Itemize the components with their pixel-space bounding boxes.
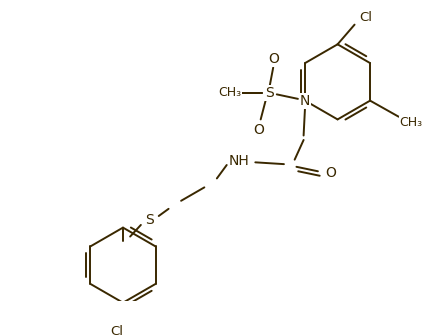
Text: CH₃: CH₃ <box>399 117 422 130</box>
Text: Cl: Cl <box>110 325 123 335</box>
Text: O: O <box>253 123 264 137</box>
Text: S: S <box>265 86 273 99</box>
Text: N: N <box>299 94 310 108</box>
Text: O: O <box>267 52 278 66</box>
Text: S: S <box>145 213 154 227</box>
Text: Cl: Cl <box>359 11 372 24</box>
Text: CH₃: CH₃ <box>217 86 240 99</box>
Text: S: S <box>224 86 232 99</box>
Text: NH: NH <box>228 153 249 168</box>
Text: O: O <box>324 166 335 180</box>
